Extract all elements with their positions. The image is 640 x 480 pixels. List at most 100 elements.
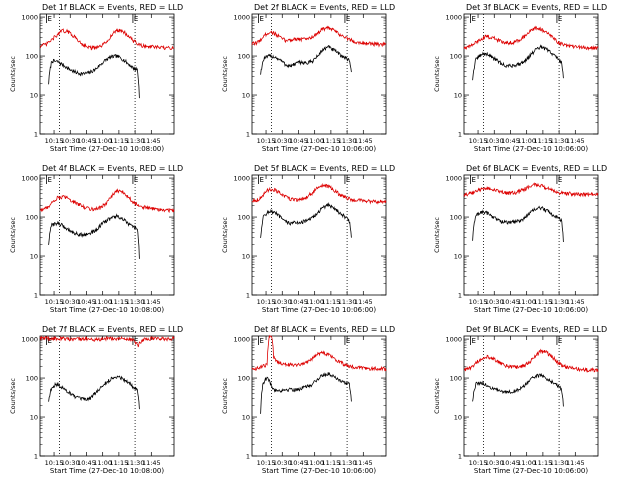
plot-frame	[39, 13, 175, 135]
x-tick-label: 10:45	[77, 459, 96, 467]
x-tick-label: 11:45	[354, 459, 373, 467]
x-tick-label: 11:15	[534, 459, 553, 467]
flag-marker-label: E	[259, 337, 263, 345]
x-tick-label: 10:30	[61, 459, 80, 467]
x-tick-label: 10:30	[485, 459, 504, 467]
x-tick-label: 11:30	[126, 298, 145, 306]
events-series-line	[48, 213, 140, 259]
flag-marker-label: E	[558, 337, 562, 345]
y-tick-label: 1	[246, 453, 250, 461]
lld-series-line	[463, 25, 599, 51]
events-series-line	[260, 44, 352, 75]
y-axis-label: Counts/sec	[433, 56, 441, 92]
y-axis-label: Counts/sec	[433, 378, 441, 414]
y-tick-label: 1	[458, 131, 462, 139]
x-tick-label: 11:00	[93, 298, 112, 306]
y-tick-label: 10	[242, 414, 250, 422]
x-tick-label: 11:30	[126, 459, 145, 467]
y-axis-label: Counts/sec	[221, 217, 229, 253]
x-tick-label: 11:15	[322, 459, 341, 467]
x-tick-label: 11:45	[142, 459, 161, 467]
lld-series-line	[463, 348, 599, 373]
flag-marker-label: E	[259, 176, 263, 184]
x-tick-label: 10:45	[77, 137, 96, 145]
x-tick-label: 10:45	[501, 298, 520, 306]
panel-title: Det 7f BLACK = Events, RED = LLD	[42, 325, 183, 334]
x-tick-label: 11:15	[322, 137, 341, 145]
lld-series-line	[463, 182, 599, 198]
x-tick-label: 10:45	[289, 459, 308, 467]
x-tick-label: 11:15	[534, 298, 553, 306]
x-tick-label: 10:45	[501, 137, 520, 145]
x-tick-label: 10:45	[289, 298, 308, 306]
y-tick-label: 1	[34, 131, 38, 139]
flag-marker-label: E	[134, 176, 138, 184]
plot-frame	[251, 174, 387, 296]
panel-title: Det 9f BLACK = Events, RED = LLD	[466, 325, 607, 334]
events-series-line	[260, 202, 352, 238]
y-axis-label: Counts/sec	[9, 56, 17, 92]
y-tick-label: 1000	[445, 175, 462, 183]
x-axis-label: Start Time (27-Dec-10 10:06:00)	[474, 306, 588, 314]
x-tick-label: 11:45	[566, 137, 585, 145]
panel-title: Det 3f BLACK = Events, RED = LLD	[466, 3, 607, 12]
x-tick-label: 11:45	[142, 298, 161, 306]
x-tick-label: 11:00	[305, 459, 324, 467]
x-tick-label: 10:45	[289, 137, 308, 145]
y-tick-label: 1000	[445, 336, 462, 344]
x-tick-label: 10:15	[45, 137, 64, 145]
x-tick-label: 11:00	[305, 137, 324, 145]
flag-marker-label: E	[134, 15, 138, 23]
plot-frame	[39, 335, 175, 457]
flag-marker-label: E	[471, 337, 475, 345]
y-tick-label: 1	[34, 453, 38, 461]
y-tick-label: 1000	[21, 336, 38, 344]
x-axis-label: Start Time (27-Dec-10 10:08:00)	[50, 467, 164, 475]
x-tick-label: 11:45	[566, 459, 585, 467]
x-tick-label: 11:30	[550, 459, 569, 467]
x-tick-label: 11:00	[93, 459, 112, 467]
x-tick-label: 11:15	[322, 298, 341, 306]
x-axis-label: Start Time (27-Dec-10 10:06:00)	[262, 306, 376, 314]
events-series-line	[260, 372, 352, 414]
y-tick-label: 1	[246, 292, 250, 300]
events-series-line	[472, 205, 564, 243]
plot-frame	[463, 174, 599, 296]
panel-title: Det 6f BLACK = Events, RED = LLD	[466, 164, 607, 173]
x-tick-label: 11:00	[517, 298, 536, 306]
y-axis-label: Counts/sec	[221, 56, 229, 92]
panel-title: Det 4f BLACK = Events, RED = LLD	[42, 164, 183, 173]
y-tick-label: 1000	[233, 336, 250, 344]
flag-marker-label: E	[346, 337, 350, 345]
x-tick-label: 11:15	[110, 137, 129, 145]
y-tick-label: 100	[450, 214, 462, 222]
lld-series-line	[39, 28, 175, 51]
y-tick-label: 100	[450, 375, 462, 383]
events-series-line	[48, 375, 140, 410]
x-axis-label: Start Time (27-Dec-10 10:08:00)	[50, 306, 164, 314]
y-tick-label: 100	[26, 53, 38, 61]
lld-series-line	[251, 334, 387, 372]
y-axis-label: Counts/sec	[433, 217, 441, 253]
x-tick-label: 10:15	[469, 298, 488, 306]
y-tick-label: 10	[242, 92, 250, 100]
panel-title: Det 5f BLACK = Events, RED = LLD	[254, 164, 395, 173]
events-series-line	[472, 44, 564, 81]
y-tick-label: 1	[34, 292, 38, 300]
y-axis-label: Counts/sec	[9, 378, 17, 414]
x-tick-label: 11:00	[93, 137, 112, 145]
x-axis-label: Start Time (27-Dec-10 10:08:00)	[50, 145, 164, 153]
x-tick-label: 10:30	[485, 298, 504, 306]
lld-series-line	[39, 335, 175, 348]
y-tick-label: 1	[458, 453, 462, 461]
plot-frame	[39, 174, 175, 296]
y-tick-label: 1000	[21, 175, 38, 183]
x-tick-label: 10:30	[273, 298, 292, 306]
x-tick-label: 11:45	[566, 298, 585, 306]
y-tick-label: 10	[30, 414, 38, 422]
